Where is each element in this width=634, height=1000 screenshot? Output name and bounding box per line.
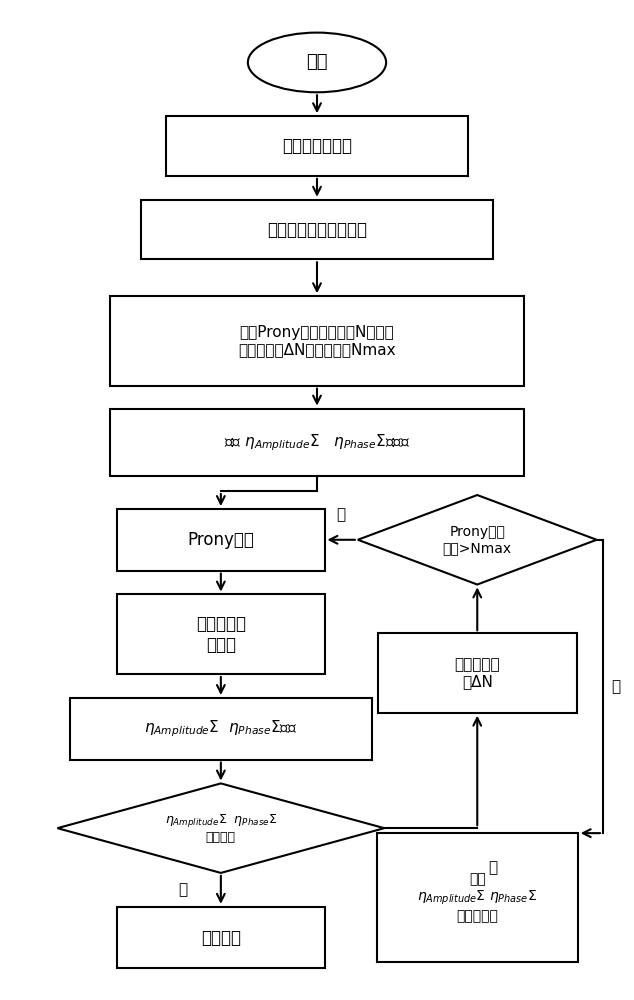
- Text: 否: 否: [337, 507, 346, 522]
- Text: 否: 否: [488, 860, 498, 875]
- Text: 读入多类型数据: 读入多类型数据: [282, 137, 352, 155]
- Text: 算法阶数增
加ΔN: 算法阶数增 加ΔN: [455, 657, 500, 689]
- Text: 开始: 开始: [306, 53, 328, 71]
- Text: 是: 是: [611, 679, 620, 694]
- Text: $\eta_{Amplitude}\Sigma$  $\eta_{Phase}\Sigma$
满足要求: $\eta_{Amplitude}\Sigma$ $\eta_{Phase}\S…: [165, 812, 277, 844]
- Text: 输出结果: 输出结果: [201, 929, 241, 947]
- Text: 设置 $\eta_{Amplitude}\Sigma$   $\eta_{Phase}\Sigma$目标值: 设置 $\eta_{Amplitude}\Sigma$ $\eta_{Phase…: [224, 432, 410, 453]
- Text: 主导振荡模
式识别: 主导振荡模 式识别: [196, 615, 246, 654]
- Text: Prony计算: Prony计算: [188, 531, 254, 549]
- Text: 输出
$\eta_{Amplitude}\Sigma$ $\eta_{Phase}\Sigma$
最小的结果: 输出 $\eta_{Amplitude}\Sigma$ $\eta_{Phase…: [417, 872, 538, 923]
- Text: 不同类型曲线振幅折算: 不同类型曲线振幅折算: [267, 221, 367, 239]
- Text: Prony算法
阶数>Nmax: Prony算法 阶数>Nmax: [443, 525, 512, 555]
- Text: 是: 是: [179, 882, 188, 897]
- Text: 设置Prony算法初始阶数N、每次
增加的阶数ΔN和最高阶数Nmax: 设置Prony算法初始阶数N、每次 增加的阶数ΔN和最高阶数Nmax: [238, 325, 396, 357]
- Text: $\eta_{Amplitude}\Sigma$  $\eta_{Phase}\Sigma$计算: $\eta_{Amplitude}\Sigma$ $\eta_{Phase}\S…: [144, 718, 297, 739]
